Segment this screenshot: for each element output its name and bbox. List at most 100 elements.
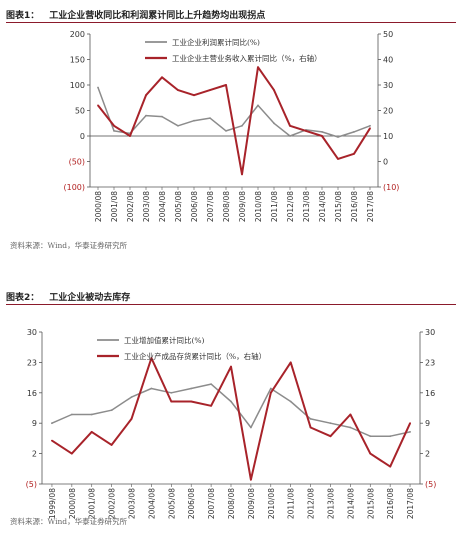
chart1-x-tick-label: 2016/08: [350, 191, 359, 222]
chart1-right-tick-label: 40: [383, 56, 393, 65]
chart2-series-2-point: [409, 422, 411, 425]
chart2-series-1-point: [389, 435, 392, 438]
chart1-x-tick-label: 2011/08: [270, 191, 279, 222]
chart2-x-tick-label: 2013/08: [326, 488, 335, 519]
chart2-right-tick-label: 2: [425, 450, 430, 459]
chart2-x-tick-label: 2015/08: [366, 488, 375, 519]
chart2-series-1-point: [309, 418, 312, 420]
chart2-x-tick-label: 2001/08: [88, 488, 97, 519]
chart1-series-2-point: [353, 152, 355, 155]
chart1-left-tick-label: 200: [70, 30, 85, 39]
figure-1-label: 图表1：: [6, 10, 40, 21]
chart2-left-tick-label: 30: [27, 328, 37, 337]
figure-2-title-bar: 图表2： 工业企业被动去库存: [6, 288, 456, 305]
figure-2-title: 工业企业被动去库存: [49, 292, 131, 303]
chart1-series-1-point: [353, 131, 355, 133]
chart2-series-1-point: [409, 431, 411, 433]
chart1-series-1-point: [161, 115, 163, 118]
chart1-left-tick-label: 150: [70, 56, 85, 65]
chart2-x-tick-label: 2016/08: [386, 488, 395, 519]
chart2-x-tick-label: 2004/08: [147, 488, 156, 519]
chart2-series-1-point: [170, 391, 173, 394]
chart2-series-2-point: [309, 426, 312, 429]
chart2-series-2-point: [210, 404, 213, 407]
chart1-right-tick-label: 10: [383, 132, 393, 141]
chart2-series-1-point: [369, 435, 372, 438]
chart2-series-2-point: [389, 465, 392, 468]
figure-1: 图表1： 工业企业营收同比和利润累计同比上升趋势均出现拐点 200 150 100 5…: [0, 0, 466, 262]
chart1-series-1-point: [145, 114, 147, 117]
chart1-right-tick-label: 20: [383, 107, 393, 116]
chart2-left-tick-label: 2: [32, 450, 37, 459]
chart2-x-tick-label: 2010/08: [267, 488, 276, 519]
chart1-series-2-point: [241, 173, 243, 176]
chart2-series-1-point: [190, 387, 193, 390]
figure-1-title-bar: 图表1： 工业企业营收同比和利润累计同比上升趋势均出现拐点: [6, 6, 456, 23]
chart2-series-1-point: [110, 409, 113, 412]
chart1-right-tick-label: 0: [383, 158, 388, 167]
chart1-x-tick-label: 2006/08: [190, 191, 199, 222]
chart2-series-1-point: [130, 396, 133, 398]
chart2-x-tick-label: 2003/08: [128, 488, 137, 519]
chart2-series-2-point: [90, 431, 93, 433]
figure-2-label: 图表2：: [6, 292, 40, 303]
chart2-x-tick-label: 2017/08: [406, 488, 415, 519]
chart2-series-2-line: [51, 357, 412, 481]
chart1-left-tick-label: (50): [69, 158, 85, 167]
chart2-legend-label-2: 工业企业产成品存货累计同比（%，右轴）: [124, 351, 266, 361]
chart1-series-2-point: [289, 124, 291, 127]
chart2-x-tick-label: 2000/08: [68, 488, 77, 519]
chart1-x-tick-label: 2000/08: [94, 191, 103, 222]
chart2-series-1-point: [90, 413, 93, 416]
chart1-series-1-point: [193, 119, 195, 122]
chart1-x-tick-label: 2001/08: [110, 191, 119, 222]
figure-2: 图表2： 工业企业被动去库存 30 23 16 9 2 (5) 30 23 16 9 2 (5) 199…: [0, 282, 466, 536]
chart2-left-tick-label: 9: [32, 419, 37, 428]
chart2-series-2-point: [289, 361, 292, 364]
chart1-x-tick-label: 2013/08: [302, 191, 311, 222]
chart1-left-tick-label: 50: [75, 107, 85, 116]
chart2-series-1-point: [210, 383, 213, 385]
chart1-x-tick-label: 2003/08: [142, 191, 151, 222]
chart1-x-tick-label: 2002/08: [126, 191, 135, 222]
chart1-x-tick-label: 2010/08: [254, 191, 263, 222]
chart1-right-tick-label: 30: [383, 81, 393, 90]
chart2-left-tick-label: 16: [27, 389, 37, 398]
chart1-series-1-point: [321, 131, 323, 133]
figure-1-title: 工业企业营收同比和利润累计同比上升趋势均出现拐点: [49, 10, 266, 21]
chart2-legend-label-1: 工业增加值累计同比(%): [124, 335, 205, 345]
figure-1-source: 资料来源：Wind，华泰证券研究所: [10, 241, 128, 250]
chart2-x-tick-label: 2006/08: [187, 488, 196, 519]
chart1-series-2-point: [177, 89, 179, 91]
chart1-series-2-point: [97, 104, 99, 107]
chart2-right-tick-label: 16: [425, 389, 435, 398]
chart1-series-1-point: [225, 130, 227, 132]
chart2-series-2-point: [170, 400, 173, 403]
chart2-series-1-point: [329, 422, 332, 425]
chart1-series-2-point: [193, 94, 195, 97]
chart2-series-2-point: [190, 400, 193, 403]
chart1-series-1-point: [113, 130, 115, 132]
chart1-series-2-point: [257, 66, 259, 69]
chart1-series-1-point: [209, 117, 211, 119]
chart2-series-2-point: [70, 452, 73, 455]
chart-1: 200150100500(50)(100)50403020100(10)2000…: [63, 30, 399, 222]
chart2-series-2-point: [110, 444, 113, 446]
chart1-right-tick-label: 50: [383, 30, 393, 39]
chart1-series-1-point: [177, 124, 179, 127]
chart1-series-1-point: [289, 135, 291, 137]
chart2-left-tick-label: (5): [26, 480, 37, 489]
chart1-x-tick-label: 2005/08: [174, 191, 183, 222]
chart1-x-tick-label: 2007/08: [206, 191, 215, 222]
chart1-series-2-line: [97, 66, 371, 176]
chart2-right-tick-label: (5): [425, 480, 436, 489]
chart2-x-tick-label: 1999/08: [48, 488, 57, 519]
chart2-x-tick-label: 2002/08: [108, 488, 117, 519]
chart2-x-tick-label: 2007/08: [207, 488, 216, 519]
figure-2-source: 资料来源：Wind，华泰证券研究所: [10, 517, 128, 526]
chart2-series-2-point: [130, 418, 133, 420]
chart1-series-2-point: [337, 158, 339, 160]
chart2-series-1-point: [349, 426, 352, 429]
chart2-series-1-point: [150, 387, 153, 390]
chart2-x-tick-label: 2014/08: [346, 488, 355, 519]
